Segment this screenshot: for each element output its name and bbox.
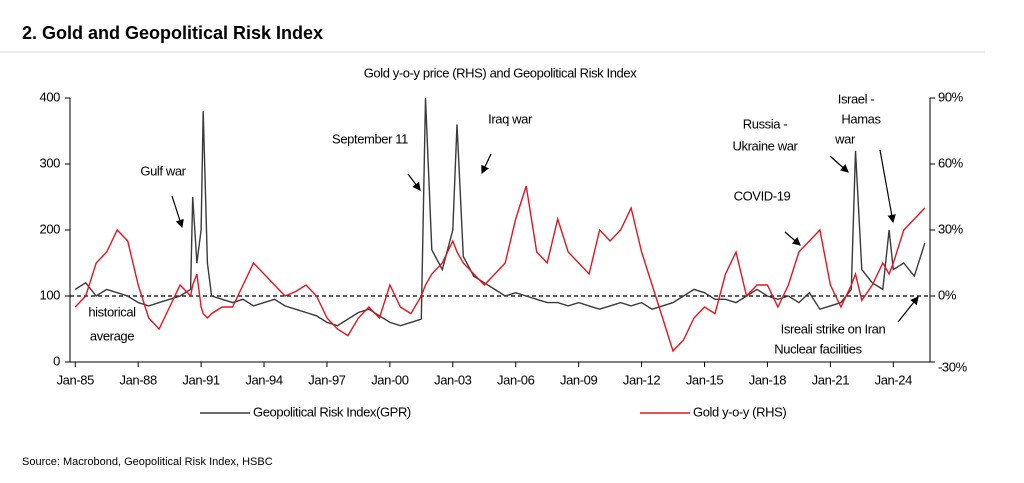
x-tick-label: Jan-03 [434,372,472,387]
x-tick-label: Jan-91 [182,372,220,387]
arrow [407,173,421,191]
x-tick-label: Jan-00 [371,372,409,387]
y-tick-label: 100 [40,287,61,302]
annotation: Isreali strike on Iran [781,321,886,336]
x-tick-label: Jan-85 [57,372,95,387]
y2-tick-label: -30% [938,359,968,374]
annotation: Nuclear facilities [774,341,862,356]
annotation: Gulf war [140,163,186,178]
y2-tick-label: 30% [938,221,964,236]
y2-tick-label: 60% [938,155,964,170]
y2-tick-label: 90% [938,89,964,104]
arrow [897,296,919,323]
annotation: war [834,131,856,146]
annotation: Ukraine war [733,138,799,153]
x-tick-label: Jan-97 [308,372,346,387]
arrow [879,149,896,224]
legend-label: Gold y-o-y (RHS) [693,404,786,419]
annotation: September 11 [332,131,408,146]
arrow [829,155,849,173]
y-tick-label: 0 [53,353,60,368]
x-tick-label: Jan-94 [245,372,283,387]
x-tick-label: Jan-18 [749,372,787,387]
arrow [784,231,801,246]
x-tick-label: Jan-88 [119,372,157,387]
y-tick-label: 300 [40,155,61,170]
annotation: Iraq war [488,111,533,126]
y-tick-label: 400 [40,89,61,104]
legend-label: Geopolitical Risk Index(GPR) [253,404,411,419]
x-tick-label: Jan-24 [875,372,913,387]
annotations: Gulf war September 11 Iraq war Russia - … [140,91,919,356]
arrow [481,153,492,175]
x-tick-label: Jan-21 [812,372,850,387]
x-tick-label: Jan-15 [686,372,724,387]
x-tick-label: Jan-09 [560,372,598,387]
reference-label: historical [88,304,136,319]
chart-title: Gold y-o-y price (RHS) and Geopolitical … [364,65,638,80]
series-line [74,97,926,327]
x-tick-label: Jan-12 [623,372,661,387]
arrow [171,195,184,229]
annotation: COVID-19 [734,188,791,203]
reference-label: average [90,328,134,343]
annotation: Hamas [841,111,881,126]
y-tick-label: 200 [40,221,61,236]
series-line [74,185,926,353]
annotation: Israel - [838,91,875,106]
annotation: Russia - [743,116,788,131]
heading: 2. Gold and Geopolitical Risk Index [22,23,323,43]
x-tick-label: Jan-06 [497,372,535,387]
y2-tick-label: 0% [938,287,957,302]
source: Source: Macrobond, Geopolitical Risk Ind… [22,456,273,468]
